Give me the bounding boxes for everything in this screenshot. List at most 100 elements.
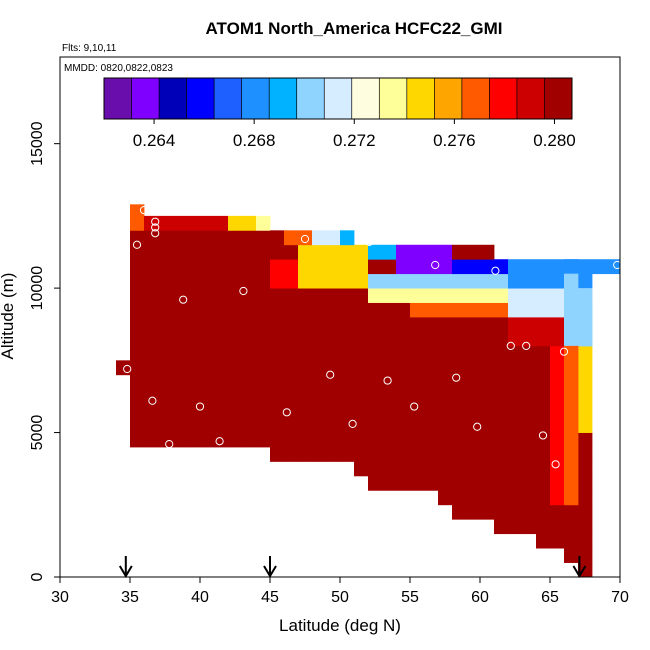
heatmap-cell: [508, 317, 523, 332]
heatmap-cell: [494, 360, 509, 376]
heatmap-cell: [368, 345, 383, 361]
heatmap-cell: [494, 273, 509, 289]
heatmap-cell: [578, 475, 593, 491]
heatmap-cell: [578, 519, 593, 535]
heatmap-cell: [452, 374, 467, 390]
heatmap-cell: [186, 288, 201, 303]
heatmap-cell: [172, 403, 187, 419]
sample-point: [538, 431, 548, 440]
heatmap-cell: [144, 345, 159, 361]
heatmap-cell: [480, 389, 495, 405]
heatmap-cell: [186, 215, 201, 231]
heatmap-cell: [256, 331, 271, 347]
colorbar-swatch: [269, 78, 298, 119]
y-tick-label: 15000: [29, 121, 46, 166]
heatmap-cell: [508, 504, 523, 520]
heatmap-cell: [158, 259, 173, 275]
heatmap-cell: [508, 432, 523, 448]
heatmap-cell: [452, 504, 467, 520]
heatmap-cell: [452, 317, 467, 332]
heatmap-cell: [270, 230, 285, 246]
y-axis-label: Altitude (m): [0, 273, 17, 360]
heatmap-cell: [438, 259, 453, 275]
heatmap-cell: [354, 461, 369, 477]
flights-label: Flts: 9,10,11: [62, 43, 117, 54]
heatmap-cell: [158, 273, 173, 289]
heatmap-cell: [242, 389, 257, 405]
heatmap-cell: [452, 331, 467, 347]
heatmap-cell: [340, 288, 355, 303]
heatmap-cell: [172, 418, 187, 433]
heatmap-cell: [368, 389, 383, 405]
heatmap-cell: [130, 259, 145, 275]
heatmap-cell: [578, 288, 593, 347]
heatmap-cell: [172, 288, 187, 303]
heatmap-cell: [536, 447, 551, 462]
heatmap-cell: [508, 490, 523, 506]
y-tick-label: 0: [29, 572, 46, 581]
heatmap-cell: [340, 302, 355, 318]
heatmap-cell: [494, 403, 509, 419]
heatmap-cell: [578, 548, 593, 563]
heatmap-cell: [578, 345, 593, 361]
colorbar-tick-label: 0.276: [433, 131, 476, 150]
heatmap-cell: [508, 345, 523, 361]
heatmap-cell: [508, 447, 523, 462]
heatmap-cell: [186, 259, 201, 275]
heatmap-cell: [130, 331, 145, 347]
heatmap-cell: [256, 244, 271, 260]
heatmap-cell: [312, 418, 327, 433]
heatmap-cell: [340, 360, 355, 376]
heatmap-cell: [536, 504, 551, 520]
heatmap-cell: [298, 302, 313, 318]
heatmap-cell: [270, 447, 285, 462]
heatmap-cell: [242, 403, 257, 419]
heatmap-cell: [158, 432, 173, 448]
heatmap-cell: [144, 288, 159, 303]
sample-point: [365, 237, 374, 246]
heatmap-cell: [536, 374, 551, 390]
heatmap-cell: [382, 288, 397, 303]
heatmap-cell: [396, 432, 411, 448]
heatmap-cell: [340, 230, 355, 246]
heatmap-cell: [466, 317, 481, 332]
heatmap-cell: [382, 244, 397, 260]
heatmap-cell: [508, 475, 523, 491]
heatmap-cell: [214, 215, 229, 231]
heatmap-cell: [228, 273, 243, 289]
heatmap-cell: [466, 475, 481, 491]
y-tick-label: 5000: [29, 415, 46, 451]
sample-point: [473, 422, 482, 431]
heatmap-cell: [382, 302, 397, 318]
heatmap-cell: [480, 490, 495, 506]
heatmap-cell: [494, 490, 509, 506]
heatmap-cell: [354, 259, 369, 275]
heatmap-cell: [256, 288, 271, 303]
heatmap-cell: [424, 273, 439, 289]
heatmap-cell: [200, 360, 215, 376]
heatmap-cell: [200, 418, 215, 433]
heatmap-cell: [284, 302, 299, 318]
heatmap-cell: [410, 360, 425, 376]
heatmap-cell: [606, 259, 621, 275]
heatmap-cell: [494, 389, 509, 405]
heatmap-cell: [508, 519, 523, 535]
heatmap-cell: [242, 345, 257, 361]
heatmap-cell: [522, 447, 537, 462]
heatmap-cell: [158, 288, 173, 303]
heatmap-cell: [284, 447, 299, 462]
heatmap-cell: [270, 374, 285, 390]
heatmap-cell: [368, 432, 383, 448]
heatmap-cell: [368, 244, 383, 260]
heatmap-cell: [550, 360, 565, 376]
colorbar-swatch: [214, 78, 243, 119]
heatmap-cell: [452, 475, 467, 491]
heatmap-cell: [200, 215, 215, 231]
dates-label: MMDD: 0820,0822,0823: [64, 63, 173, 74]
heatmap-cell: [214, 259, 229, 275]
heatmap-cell: [256, 317, 271, 332]
heatmap-cell: [410, 317, 425, 332]
heatmap-cell: [550, 389, 565, 405]
heatmap-cell: [578, 374, 593, 390]
heatmap-cell: [536, 533, 551, 549]
